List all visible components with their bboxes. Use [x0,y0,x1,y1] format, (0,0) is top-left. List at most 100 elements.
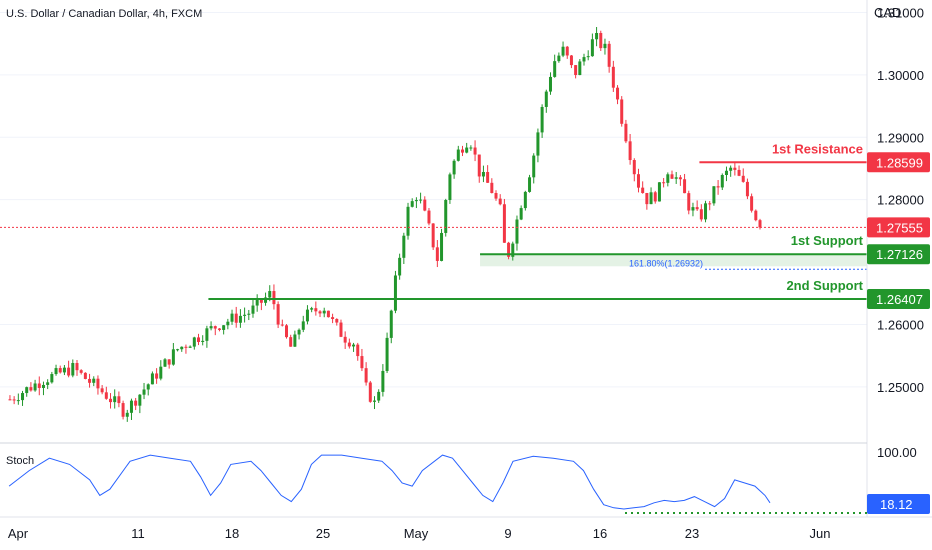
candle[interactable] [574,65,578,79]
candle[interactable] [247,309,251,321]
candle[interactable] [733,161,737,176]
candle[interactable] [393,270,397,314]
candle[interactable] [213,325,217,336]
candle[interactable] [645,192,649,210]
candle[interactable] [712,186,716,206]
candle[interactable] [532,153,536,184]
candle[interactable] [691,202,695,217]
candle[interactable] [548,72,552,95]
candle[interactable] [297,328,301,340]
candle[interactable] [398,253,402,280]
candle[interactable] [37,376,41,396]
candle[interactable] [356,342,360,361]
candle[interactable] [435,240,439,268]
candle[interactable] [657,182,661,202]
candle[interactable] [41,381,45,396]
candle[interactable] [343,331,347,349]
candle[interactable] [406,202,410,240]
candle[interactable] [448,172,452,204]
candle[interactable] [197,333,201,346]
candle[interactable] [83,372,87,380]
candle[interactable] [331,313,335,324]
candle[interactable] [243,307,247,323]
candle[interactable] [25,386,29,397]
candle[interactable] [419,192,423,204]
candle[interactable] [92,376,96,387]
candle[interactable] [75,359,79,376]
candle[interactable] [440,228,444,262]
candle[interactable] [58,365,62,374]
candle[interactable] [155,368,159,384]
candle[interactable] [109,393,113,409]
candle[interactable] [67,360,71,378]
candle[interactable] [226,318,230,330]
candle[interactable] [360,348,364,372]
candle[interactable] [704,200,708,223]
candle[interactable] [368,380,372,403]
candle[interactable] [104,386,108,400]
candle[interactable] [565,45,569,59]
candle[interactable] [724,166,728,182]
candle[interactable] [423,196,427,212]
level-support-2[interactable]: 2nd Support [208,278,867,301]
candle[interactable] [544,89,548,113]
candle[interactable] [8,395,12,401]
candle[interactable] [62,365,66,376]
candle[interactable] [603,38,607,55]
candle[interactable] [146,383,150,396]
candle[interactable] [632,158,636,182]
candle[interactable] [129,398,133,420]
candle[interactable] [473,140,477,162]
candle[interactable] [88,373,92,388]
candle[interactable] [305,305,309,325]
candle[interactable] [699,204,703,222]
candle[interactable] [662,178,666,188]
candle[interactable] [515,215,519,251]
candle[interactable] [649,187,653,205]
candle[interactable] [624,119,628,144]
candle[interactable] [456,145,460,162]
candle[interactable] [729,165,733,177]
candle[interactable] [285,324,289,339]
candle[interactable] [590,33,594,57]
candle[interactable] [578,59,582,76]
candle[interactable] [201,335,205,346]
candle[interactable] [687,190,691,215]
candle[interactable] [481,165,485,183]
candle[interactable] [616,85,620,105]
candle[interactable] [607,40,611,73]
candle[interactable] [272,284,276,310]
candle[interactable] [666,172,670,187]
candle[interactable] [670,170,674,179]
candle[interactable] [678,175,682,186]
candle[interactable] [465,142,469,154]
candle[interactable] [138,394,142,414]
candle[interactable] [134,397,138,411]
candle[interactable] [159,360,163,381]
candle[interactable] [582,53,586,66]
candle[interactable] [259,298,263,311]
candle[interactable] [318,310,322,318]
candle[interactable] [511,241,515,261]
candle[interactable] [737,165,741,177]
candle[interactable] [595,27,599,47]
candle[interactable] [490,178,494,194]
candle[interactable] [708,201,712,211]
candle[interactable] [683,173,687,194]
candle[interactable] [636,168,640,193]
candle[interactable] [46,379,50,390]
candle[interactable] [502,198,506,243]
candle[interactable] [494,190,498,201]
candle[interactable] [188,345,192,348]
candle[interactable] [641,181,645,194]
candle[interactable] [314,301,318,316]
candle[interactable] [586,50,590,61]
candle[interactable] [460,145,464,157]
candle[interactable] [528,174,532,193]
candle[interactable] [339,319,343,338]
candle[interactable] [620,96,624,127]
candle[interactable] [142,382,146,400]
candle[interactable] [180,346,184,352]
candle[interactable] [486,165,490,183]
